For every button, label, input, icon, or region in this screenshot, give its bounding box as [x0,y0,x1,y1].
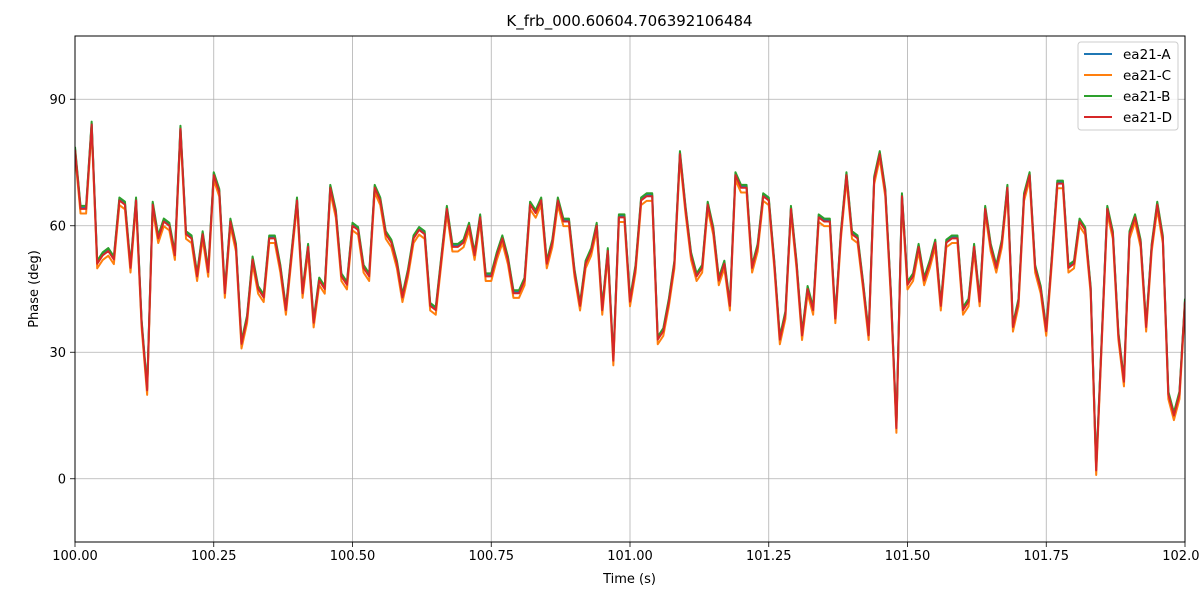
legend: ea21-A ea21-C ea21-B ea21-D [1077,41,1179,131]
x-tick-label: 102.00 [1162,549,1200,564]
x-tick-label: 100.00 [52,549,98,564]
legend-label: ea21-C [1123,68,1171,84]
legend-label: ea21-D [1123,110,1172,126]
y-tick-label: 0 [58,472,66,487]
y-tick-label: 90 [49,93,66,108]
legend-label: ea21-B [1123,89,1170,105]
y-axis-ticks: 0 30 60 90 [49,93,75,487]
y-tick-label: 30 [49,346,66,361]
series-lines [75,120,1185,476]
x-tick-label: 100.25 [191,549,237,564]
legend-label: ea21-A [1123,47,1171,63]
legend-box [1077,41,1179,131]
x-axis-ticks: 100.00 100.25 100.50 100.75 101.00 101.25 101.… [52,542,1200,564]
x-tick-label: 101.00 [607,549,653,564]
x-tick-label: 100.75 [469,549,515,564]
x-tick-label: 100.50 [330,549,376,564]
x-tick-label: 101.25 [746,549,792,564]
chart-title: K_frb_000.60604.706392106484 [506,12,752,31]
x-axis-label: Time (s) [602,572,656,587]
x-tick-label: 101.75 [1024,549,1070,564]
y-tick-label: 60 [49,219,66,234]
y-axis-label: Phase (deg) [27,250,42,328]
series-line-ea21-D [75,123,1185,472]
x-tick-label: 101.50 [885,549,931,564]
legend-entries: ea21-A ea21-C ea21-B ea21-D [1084,47,1172,126]
